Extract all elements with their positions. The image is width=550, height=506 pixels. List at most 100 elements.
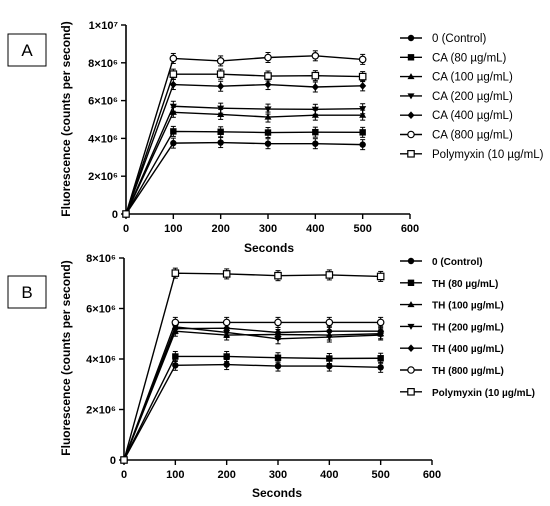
x-tick-label: 0 xyxy=(121,469,127,481)
data-point xyxy=(376,272,385,281)
series-6 xyxy=(122,68,367,218)
x-tick-label: 100 xyxy=(166,469,184,481)
legend-item-0: 0 (Control) xyxy=(400,257,483,268)
legend-item-0: 0 (Control) xyxy=(400,33,486,45)
data-point xyxy=(170,128,177,135)
x-tick-label: 100 xyxy=(164,223,182,235)
legend-item-4: TH (400 µg/mL) xyxy=(400,344,504,355)
x-tick-label: 200 xyxy=(211,223,229,235)
y-tick-label: 8×10⁶ xyxy=(86,253,116,265)
legend-item-6: Polymyxin (10 µg/mL) xyxy=(400,388,535,399)
data-point xyxy=(223,353,230,360)
x-tick-label: 300 xyxy=(259,223,277,235)
series-line xyxy=(125,55,363,215)
legend-label: TH (400 µg/mL) xyxy=(432,344,504,355)
data-point xyxy=(274,318,282,327)
legend-marker xyxy=(407,279,415,286)
legend-item-3: CA (200 µg/mL) xyxy=(400,91,513,103)
data-point xyxy=(325,327,333,336)
data-point xyxy=(326,355,333,362)
series-line xyxy=(123,327,381,461)
data-point xyxy=(377,327,385,336)
y-tick-label: 0 xyxy=(110,455,116,467)
data-point xyxy=(358,72,367,81)
x-tick-label: 400 xyxy=(320,469,338,481)
y-tick-label: 6×10⁶ xyxy=(88,96,118,108)
y-axis-title-b: Fluorescence (counts per second) xyxy=(59,260,73,455)
data-point xyxy=(169,103,177,110)
data-point xyxy=(217,105,225,112)
legend-marker xyxy=(407,73,415,80)
data-point xyxy=(311,52,320,60)
data-point xyxy=(223,324,231,333)
panel-label-b: B xyxy=(21,283,32,302)
x-tick-label: 0 xyxy=(123,223,129,235)
data-point xyxy=(358,55,367,64)
legend-marker xyxy=(407,301,415,308)
legend-marker xyxy=(407,257,415,265)
data-point xyxy=(223,361,230,368)
legend-item-5: TH (800 µg/mL) xyxy=(400,366,504,377)
data-point xyxy=(216,57,225,65)
data-point xyxy=(264,72,272,80)
legend-label: 0 (Control) xyxy=(432,257,483,268)
data-point xyxy=(312,128,319,136)
series-6 xyxy=(120,267,385,464)
data-point xyxy=(325,271,334,279)
data-point xyxy=(169,80,177,89)
data-point xyxy=(264,80,272,89)
data-point xyxy=(170,139,177,147)
data-point xyxy=(264,129,272,136)
y-axis-title-a: Fluorescence (counts per second) xyxy=(59,21,73,216)
y-tick-label: 4×10⁶ xyxy=(86,354,116,366)
x-tick-label: 300 xyxy=(269,469,287,481)
data-point xyxy=(264,53,272,62)
data-point xyxy=(359,106,367,113)
legend-label: 0 (Control) xyxy=(432,33,486,45)
data-point xyxy=(122,210,130,218)
data-point xyxy=(359,141,366,148)
data-point xyxy=(311,106,319,113)
legend-item-1: TH (80 µg/mL) xyxy=(400,279,498,290)
legend-marker xyxy=(407,111,415,120)
plot-area-a: 0 100 200 300 400 500 600 0 2×10⁶ 4×10⁶ 6×10⁶ 8×10⁶… xyxy=(88,20,419,235)
legend-label: CA (80 µg/mL) xyxy=(432,52,507,64)
y-tick-label: 8×10⁶ xyxy=(88,58,118,70)
x-tick-label: 600 xyxy=(423,469,441,481)
legend-b: 0 (Control) TH (80 µg/mL) TH (100 µg/mL) TH… xyxy=(400,257,535,399)
x-tick-label: 400 xyxy=(306,223,324,235)
panel-a: A Fluorescence (counts per second) Secon… xyxy=(7,20,544,255)
series-4 xyxy=(122,79,367,218)
y-tick-label: 0 xyxy=(112,209,118,221)
legend-label: TH (800 µg/mL) xyxy=(432,366,504,377)
legend-label: TH (80 µg/mL) xyxy=(432,279,498,290)
data-point xyxy=(264,106,272,113)
data-point xyxy=(169,70,178,78)
data-point xyxy=(217,82,225,91)
legend-label: Polymyxin (10 µg/mL) xyxy=(432,388,535,399)
data-point xyxy=(171,318,180,327)
x-tick-label: 600 xyxy=(401,223,419,235)
legend-label: CA (800 µg/mL) xyxy=(432,130,513,142)
x-tick-label: 500 xyxy=(371,469,389,481)
legend-label: CA (100 µg/mL) xyxy=(432,72,513,84)
series-0 xyxy=(122,137,366,218)
series-line xyxy=(125,73,363,215)
legend-item-3: TH (200 µg/mL) xyxy=(400,322,504,333)
legend-marker xyxy=(407,323,415,330)
y-tick-label: 6×10⁶ xyxy=(86,304,116,316)
data-point xyxy=(217,110,225,117)
data-point xyxy=(264,140,272,147)
series-line xyxy=(125,83,363,215)
series-line xyxy=(125,111,363,215)
data-point xyxy=(172,353,179,360)
panel-label-box-b xyxy=(7,275,47,309)
legend-marker xyxy=(407,54,415,61)
data-point xyxy=(359,82,367,90)
legend-marker xyxy=(407,344,415,353)
data-point xyxy=(169,108,177,115)
legend-label: TH (100 µg/mL) xyxy=(432,301,504,312)
data-point xyxy=(274,271,282,280)
data-point xyxy=(377,364,384,371)
legend-label: CA (400 µg/mL) xyxy=(432,110,513,122)
